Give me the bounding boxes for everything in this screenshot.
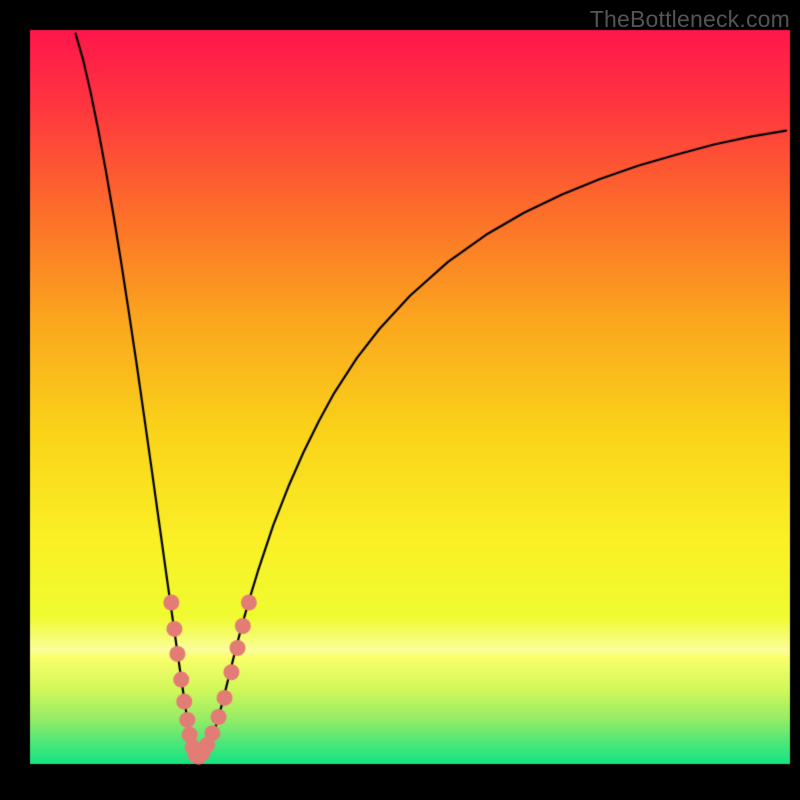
chart-stage: TheBottleneck.com [0, 0, 800, 800]
bottleneck-chart-canvas [0, 0, 800, 800]
